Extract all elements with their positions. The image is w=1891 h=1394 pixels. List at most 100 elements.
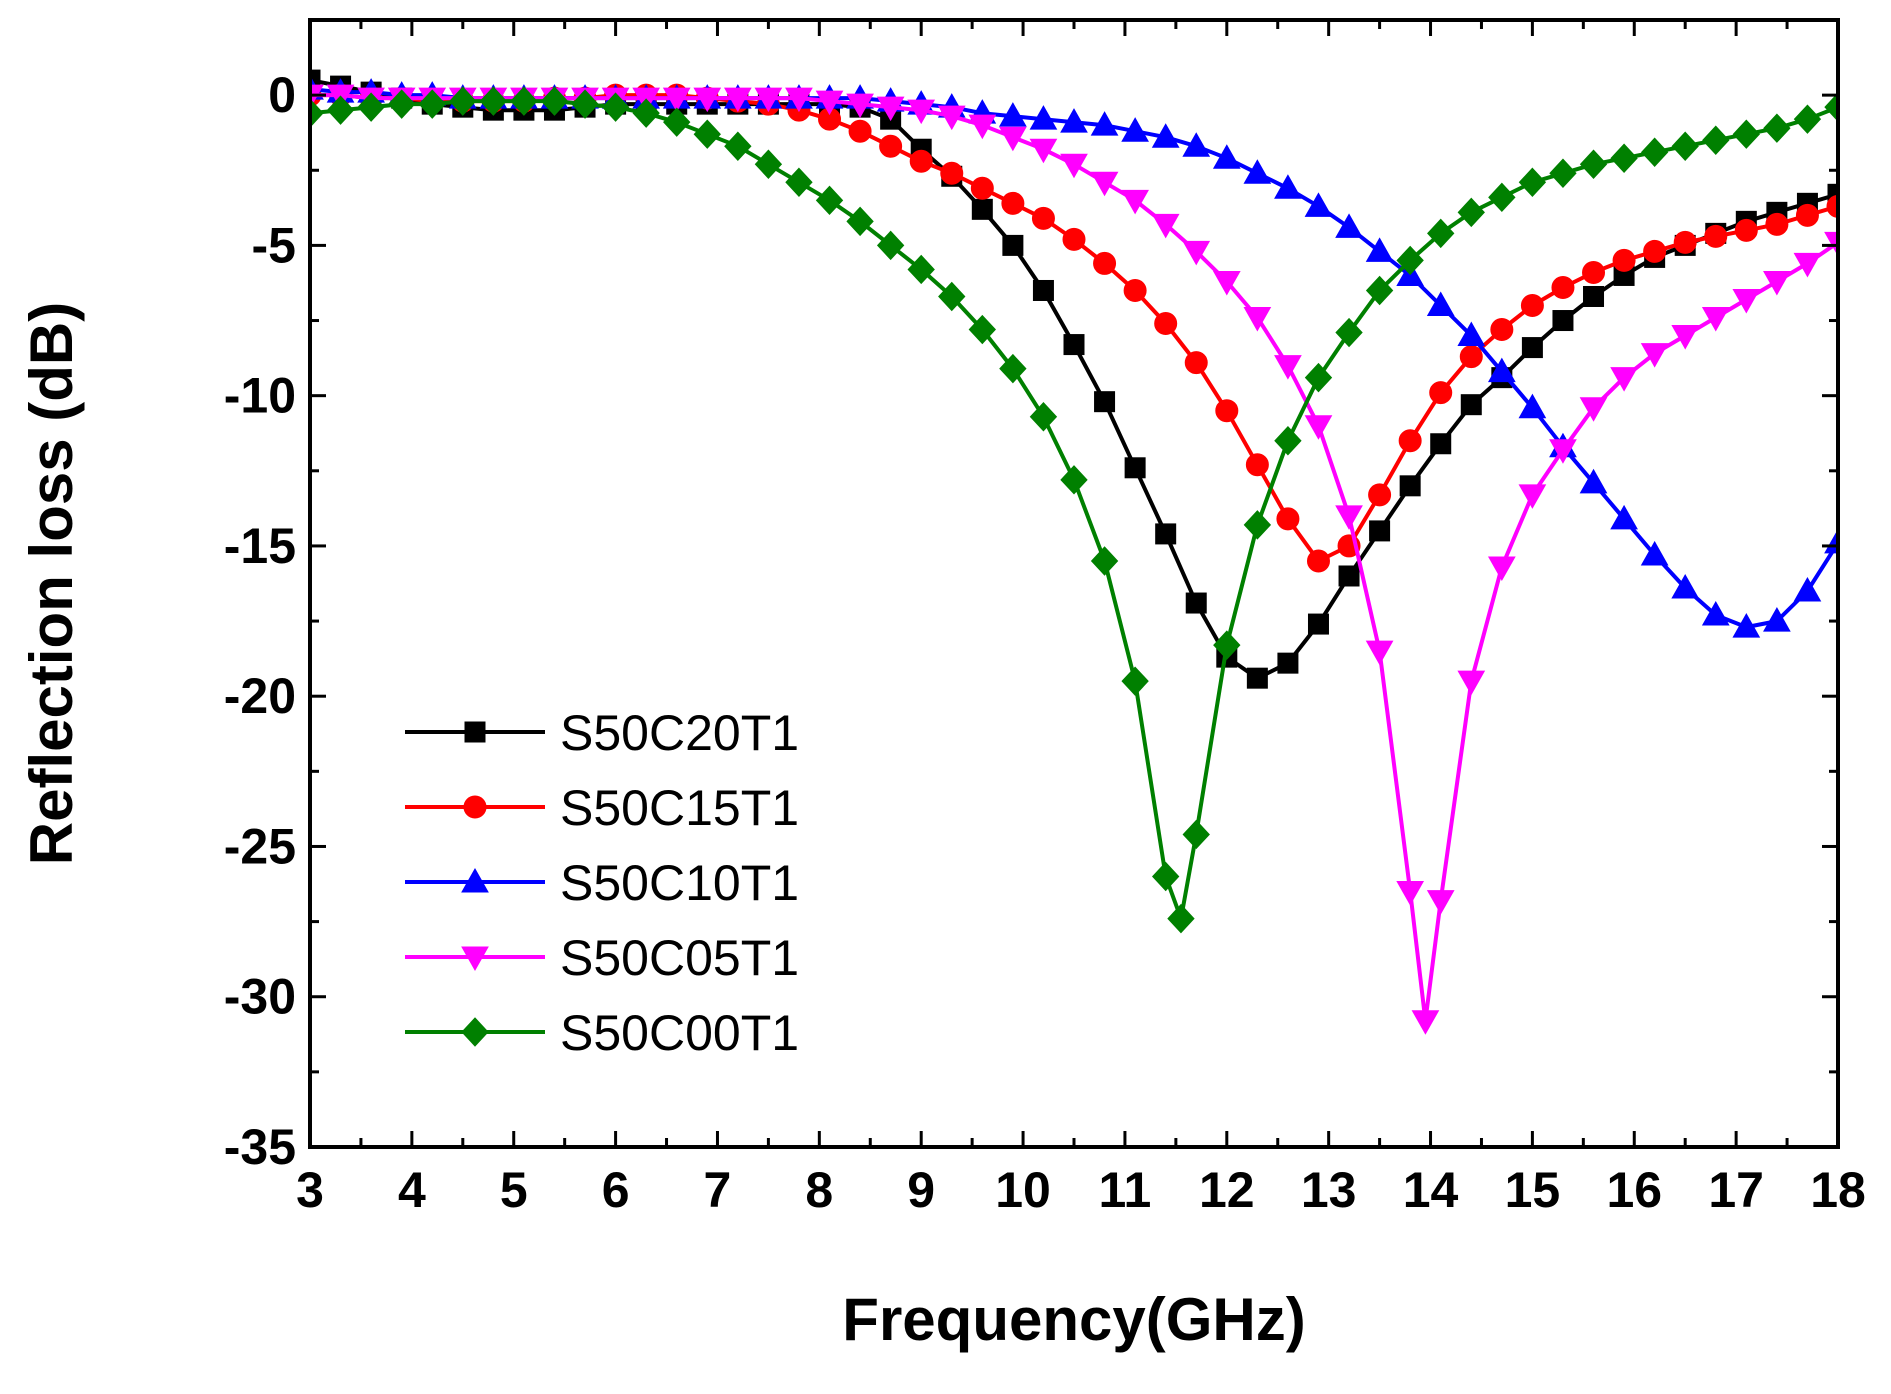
data-point [724,131,752,161]
data-point [846,93,874,119]
data-point [876,230,905,261]
data-point [848,119,872,143]
legend-entry-S50C10T1: S50C10T1 [405,855,799,911]
data-point [1732,119,1761,149]
x-tick-label: 17 [1708,1162,1764,1218]
data-point [940,161,964,185]
x-tick-label: 15 [1505,1162,1561,1218]
legend-entry-S50C05T1: S50C05T1 [405,930,799,986]
data-point [846,206,874,237]
data-point [1124,457,1146,479]
data-point [1274,174,1302,199]
data-point [1795,203,1819,227]
data-point [1704,224,1728,248]
data-point [1827,183,1838,205]
data-point [785,167,813,198]
data-point [1274,355,1302,380]
data-point [909,149,933,173]
x-tick-label: 14 [1403,1162,1459,1218]
data-point [1610,367,1638,392]
data-point [1215,399,1239,423]
data-point [1487,357,1516,383]
data-point [357,92,385,122]
data-point [1365,275,1394,306]
data-point [907,254,935,285]
x-axis-title: Frequency(GHz) [842,1286,1305,1353]
data-point [1640,343,1669,368]
legend-marker [461,1017,489,1047]
data-point [1457,197,1485,228]
y-tick-label: -35 [224,1119,296,1175]
y-tick-label: -5 [252,217,296,273]
data-point [1488,182,1516,213]
data-point [1243,307,1272,332]
data-point [449,86,477,116]
x-tick-label: 10 [995,1162,1051,1218]
data-point [1518,393,1547,419]
legend: S50C20T1 S50C15T1 S50C10T1 S50C05T1 S50C00T1 [405,705,799,1061]
data-point [1184,351,1208,375]
data-point [1549,439,1577,464]
data-point [754,149,783,179]
data-point [1643,239,1667,263]
data-point [387,89,416,119]
data-point [907,99,936,125]
data-point [662,87,691,113]
data-point [1518,484,1547,509]
data-point [1610,504,1638,530]
data-point [1090,546,1119,576]
data-point [1824,231,1838,257]
plot-frame [308,18,1840,1149]
data-point [1826,194,1838,218]
data-point [1369,520,1391,542]
data-point [1151,861,1180,892]
data-point [1154,312,1178,336]
legend-marker [461,946,489,972]
data-point [1335,213,1363,238]
data-point [1090,111,1119,136]
data-point [1029,105,1058,130]
data-point [1062,227,1086,251]
legend-entry-S50C15T1: S50C15T1 [405,780,799,836]
data-point [723,87,752,113]
data-point [1583,285,1605,307]
data-point [1612,248,1636,272]
data-point [815,185,844,216]
data-point [1579,149,1608,179]
data-point [1824,92,1838,122]
data-point [1032,279,1054,301]
data-point [1335,505,1363,530]
data-point [785,87,813,113]
data-point [1579,468,1608,494]
data-point [1459,345,1483,369]
data-point [1427,218,1455,249]
y-axis-title: Reflection loss (dB) [18,302,85,865]
data-point [999,353,1027,384]
data-point [1276,507,1300,531]
data-point [632,98,660,128]
data-point [1151,123,1180,148]
data-point [1031,206,1055,230]
x-tick-label: 18 [1810,1162,1866,1218]
data-point [1243,510,1272,540]
data-point [876,96,905,122]
data-point [968,314,997,345]
data-point [1306,549,1330,573]
data-point [1701,307,1730,332]
data-point [1335,317,1363,348]
data-point [1734,218,1758,242]
data-point [418,89,446,119]
data-point [1457,321,1486,347]
data-point [693,119,721,149]
data-point [1338,565,1360,587]
x-tick-label: 3 [296,1162,324,1218]
y-tick-label: 0 [268,67,296,123]
data-point [1549,158,1577,189]
data-point [1060,465,1088,495]
data-point [540,86,569,116]
data-point [1063,334,1085,356]
data-point [1090,171,1119,197]
legend-marker [463,795,487,819]
x-tick-label: 11 [1099,1162,1152,1218]
